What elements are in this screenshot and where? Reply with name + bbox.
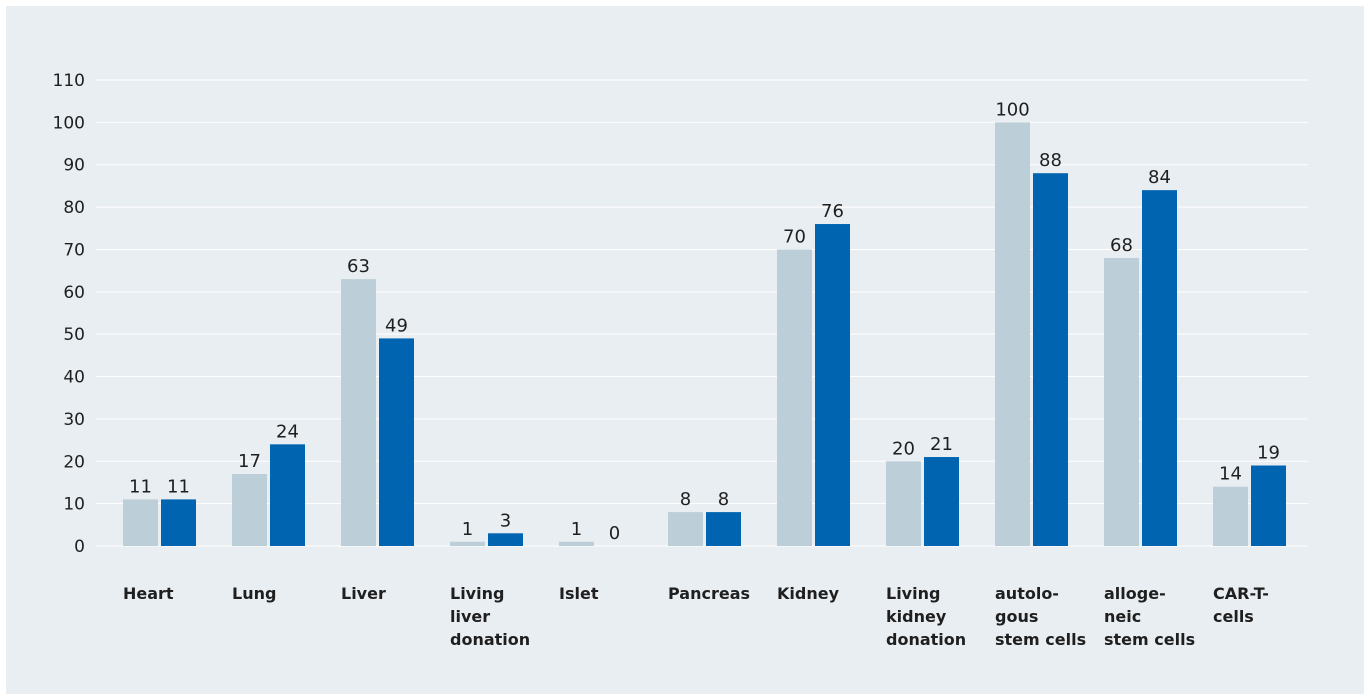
data-label: 68 [1110, 235, 1133, 256]
bar [924, 457, 959, 546]
y-tick-label: 90 [63, 156, 85, 176]
category-label-line: liver [450, 607, 490, 626]
y-tick-label: 80 [63, 198, 85, 218]
category-label-line: Islet [559, 584, 599, 603]
category-label: Living liver donation [450, 584, 530, 649]
bar [232, 473, 267, 546]
data-label: 11 [167, 476, 190, 497]
bar [1251, 465, 1286, 546]
category-label-line: stem cells [995, 630, 1086, 649]
bar [1104, 257, 1139, 546]
bar [706, 512, 741, 546]
y-tick-label: 40 [63, 368, 85, 388]
category-label: Pancreas [668, 584, 750, 603]
category-label-line: cells [1213, 607, 1254, 626]
bar [886, 461, 921, 546]
bar [815, 224, 850, 546]
bar [777, 249, 812, 547]
bar [379, 338, 414, 546]
data-label: 17 [238, 451, 261, 472]
y-tick-label: 10 [63, 495, 85, 515]
category-label-line: stem cells [1104, 630, 1195, 649]
data-label: 49 [385, 315, 408, 336]
category-label-line: Living [450, 584, 504, 603]
data-label: 14 [1219, 464, 1242, 485]
data-label: 21 [930, 434, 953, 455]
category-label: Lung [232, 584, 276, 603]
y-tick-label: 70 [63, 240, 85, 260]
y-tick-label: 20 [63, 452, 85, 472]
bar [1142, 190, 1177, 547]
data-label: 1 [462, 519, 473, 540]
category-label: alloge-neic stem cells [1104, 584, 1195, 649]
category-label: autolo-gous stem cells [995, 584, 1086, 649]
data-label: 20 [892, 438, 915, 459]
category-label: Kidney [777, 584, 840, 603]
category-label-line: gous [995, 607, 1038, 626]
y-tick-label: 110 [53, 71, 85, 91]
data-label: 84 [1148, 167, 1171, 188]
bar [341, 279, 376, 546]
bar [270, 444, 305, 546]
bar [559, 541, 594, 546]
bar [995, 122, 1030, 546]
data-label: 100 [995, 99, 1029, 120]
category-label-line: Kidney [777, 584, 840, 603]
category-label: CAR-T-cells [1213, 584, 1269, 626]
data-label: 24 [276, 421, 299, 442]
category-label-line: donation [886, 630, 966, 649]
category-label-line: autolo- [995, 584, 1059, 603]
category-label-line: neic [1104, 607, 1141, 626]
category-label: Islet [559, 584, 599, 603]
category-label-line: Pancreas [668, 584, 750, 603]
y-tick-label: 30 [63, 410, 85, 430]
y-tick-label: 0 [74, 537, 85, 557]
y-tick-label: 100 [53, 113, 85, 133]
data-label: 70 [783, 226, 806, 247]
bar [161, 499, 196, 546]
category-label-line: donation [450, 630, 530, 649]
bar [668, 512, 703, 546]
data-label: 88 [1039, 150, 1062, 171]
data-label: 11 [129, 476, 152, 497]
data-label: 3 [500, 510, 511, 531]
y-tick-label: 60 [63, 283, 85, 303]
category-label-line: Living [886, 584, 940, 603]
category-label-line: Heart [123, 584, 174, 603]
data-label: 0 [609, 523, 620, 544]
data-label: 1 [571, 519, 582, 540]
category-label-line: kidney [886, 607, 947, 626]
data-label: 19 [1257, 443, 1280, 464]
category-label-line: alloge- [1104, 584, 1166, 603]
category-label: Liver [341, 584, 386, 603]
data-label: 76 [821, 201, 844, 222]
y-tick-label: 50 [63, 325, 85, 345]
category-label: Heart [123, 584, 174, 603]
data-label: 63 [347, 256, 370, 277]
category-label: Living kidney donation [886, 584, 966, 649]
data-label: 8 [680, 489, 691, 510]
category-label-line: Liver [341, 584, 386, 603]
data-label: 8 [718, 489, 729, 510]
category-label-line: Lung [232, 584, 276, 603]
chart-panel: 0 10 20 30 40 50 60 70 80 90 100 110 11 11 Heart 17 24 Lu… [6, 6, 1364, 694]
bar [1213, 486, 1248, 546]
bar [1033, 173, 1068, 546]
category-label-line: CAR-T- [1213, 584, 1269, 603]
bar [488, 533, 523, 546]
bar [450, 541, 485, 546]
bar [123, 499, 158, 546]
